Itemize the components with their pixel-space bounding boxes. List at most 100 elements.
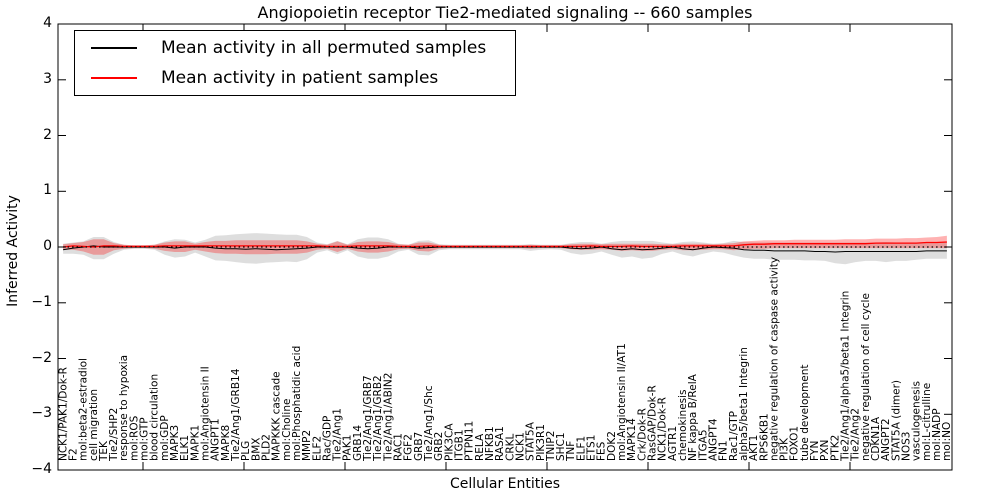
entity-label: PIK3CA	[443, 423, 455, 461]
entity-label: cell migration	[88, 389, 100, 461]
entity-label: PLG	[240, 441, 252, 461]
entity-label: CRKL	[504, 433, 516, 461]
entity-label: mol:ROS	[128, 415, 140, 461]
entity-label: ITGA5	[697, 429, 709, 461]
entity-label: Tie2/Ang1/GRB14	[230, 368, 242, 462]
entity-label: mol:NADP	[931, 408, 943, 461]
x-axis-label: Cellular Entities	[449, 476, 561, 492]
entity-label: Tie2/Ang1/Shc	[423, 385, 435, 462]
permuted-band	[63, 233, 947, 265]
entity-label: TNIP2	[545, 431, 557, 462]
entity-label: MAPK1	[189, 425, 201, 461]
entity-label: FES	[596, 441, 608, 461]
entity-label: BMX	[250, 438, 262, 461]
entity-label: PXN	[819, 440, 831, 461]
y-tick-label: 4	[43, 15, 52, 31]
y-tick-label: −4	[31, 461, 52, 477]
entity-label: mol:Phosphatidic acid	[291, 346, 303, 461]
legend-item-patient: Mean activity in patient samples	[75, 64, 515, 92]
entity-label: negative regulation of caspase activity	[768, 257, 780, 461]
entity-label: response to hypoxia	[118, 355, 130, 461]
entity-label: mol:Angiotensin II	[200, 366, 212, 461]
entity-label: PI3K	[779, 437, 791, 461]
y-tick-label: 1	[43, 182, 52, 199]
entity-label: TEK	[98, 440, 110, 462]
permuted-line-sample-icon	[91, 46, 137, 49]
y-tick-label: −2	[31, 349, 52, 366]
entity-label: mol:GDP	[159, 415, 171, 461]
entity-label: mol:Angiotensin II/AT1	[616, 343, 628, 461]
entity-label: NF kappa B/RelA	[687, 373, 699, 461]
entity-label: Crk/Dok-R	[636, 408, 648, 461]
entity-label: ELF2	[311, 436, 323, 461]
entity-label: Tie2/Ang1/GRB2	[372, 375, 384, 462]
entity-label: ANGPT1	[210, 418, 222, 461]
y-tick-label: 3	[43, 70, 52, 87]
y-tick-label: −3	[31, 405, 52, 422]
entity-label: PTK2	[829, 435, 841, 461]
entity-label: mol:NO	[941, 422, 953, 461]
entity-label: STAT5A	[525, 421, 537, 461]
entity-label: Rac1/GTP	[728, 411, 740, 461]
entity-label: MMP2	[301, 430, 313, 461]
entity-label: PLD2	[261, 434, 273, 461]
entity-label: RPS6KB1	[758, 413, 770, 461]
entity-label: negative regulation of cell cycle	[860, 293, 872, 461]
entity-label: MAPK3	[169, 425, 181, 461]
entity-label: Tie2/Ang1	[332, 408, 344, 462]
entity-label: TNF	[565, 441, 577, 462]
entity-label: F2	[67, 448, 79, 461]
entity-label: NCK1	[514, 432, 526, 461]
entity-label: tube development	[799, 365, 811, 462]
entity-label: ELK1	[179, 435, 191, 461]
patient-band	[63, 235, 947, 255]
entity-label: mol:beta2-estradiol	[78, 358, 90, 461]
entity-label: Tie2/Ang1/alpha5/beta1 Integrin	[840, 291, 852, 462]
entity-label: mol:Choline	[281, 399, 293, 461]
entity-label: NCK1/PAK1/Dok-R	[57, 367, 69, 461]
entity-label: alpha5/beta1 Integrin	[738, 347, 750, 461]
entity-label: NFKB1	[484, 426, 496, 461]
y-tick-label: −1	[31, 293, 52, 310]
entity-label: AKT1	[748, 435, 760, 461]
legend: Mean activity in all permuted samples Me…	[74, 30, 516, 96]
entity-label: ELF1	[575, 436, 587, 461]
entity-label: GRB2	[433, 432, 445, 461]
entity-label: ANGPT4	[708, 418, 720, 461]
entity-label: vasculogenesis	[911, 381, 923, 461]
entity-label: Tie2/SHP2	[108, 408, 120, 462]
entity-label: ETS1	[586, 435, 598, 461]
entity-label: CDKN1A	[870, 416, 882, 461]
entity-label: MAPKKK cascade	[271, 371, 283, 461]
legend-label-permuted: Mean activity in all permuted samples	[161, 37, 487, 58]
entity-label: GRB14	[352, 425, 364, 461]
entity-label: SHC1	[555, 432, 567, 461]
legend-label-patient: Mean activity in patient samples	[161, 68, 439, 89]
patient-line-sample-icon	[91, 77, 137, 80]
entity-label: NCK1/Dok-R	[657, 397, 669, 461]
entity-label: RAC1	[393, 433, 405, 461]
entity-label: FN1	[718, 440, 730, 461]
entity-label: blood circulation	[149, 374, 161, 461]
entity-label: Tie2/Ang1/GRB7	[362, 375, 374, 462]
entity-label: chemokinesis	[677, 389, 689, 461]
entity-label: RasGAP/Dok-R	[647, 385, 659, 461]
entity-label: PIK3R1	[535, 424, 547, 461]
entity-label: Rac/GDP	[321, 416, 333, 461]
entity-label: DOK2	[606, 431, 618, 461]
legend-item-permuted: Mean activity in all permuted samples	[75, 34, 515, 62]
entity-label: mol:GTP	[139, 417, 151, 461]
entity-label: Tie2/Ang1/ABIN2	[382, 373, 394, 462]
entity-label: RELA	[474, 433, 486, 461]
entity-label: FGF2	[403, 434, 415, 461]
entity-label: AGTR1	[667, 426, 679, 461]
entity-label: RASA1	[494, 426, 506, 461]
entity-label: ANGPT2	[880, 418, 892, 461]
entity-label: NOS3	[901, 432, 913, 461]
entity-label: PAK1	[342, 435, 354, 461]
entity-label: STAT5A (dimer)	[890, 380, 902, 461]
chart-title: Angiopoietin receptor Tie2-mediated sign…	[257, 3, 753, 22]
entity-label: MAPK8	[220, 425, 232, 461]
entity-label: ITGB1	[454, 429, 466, 461]
